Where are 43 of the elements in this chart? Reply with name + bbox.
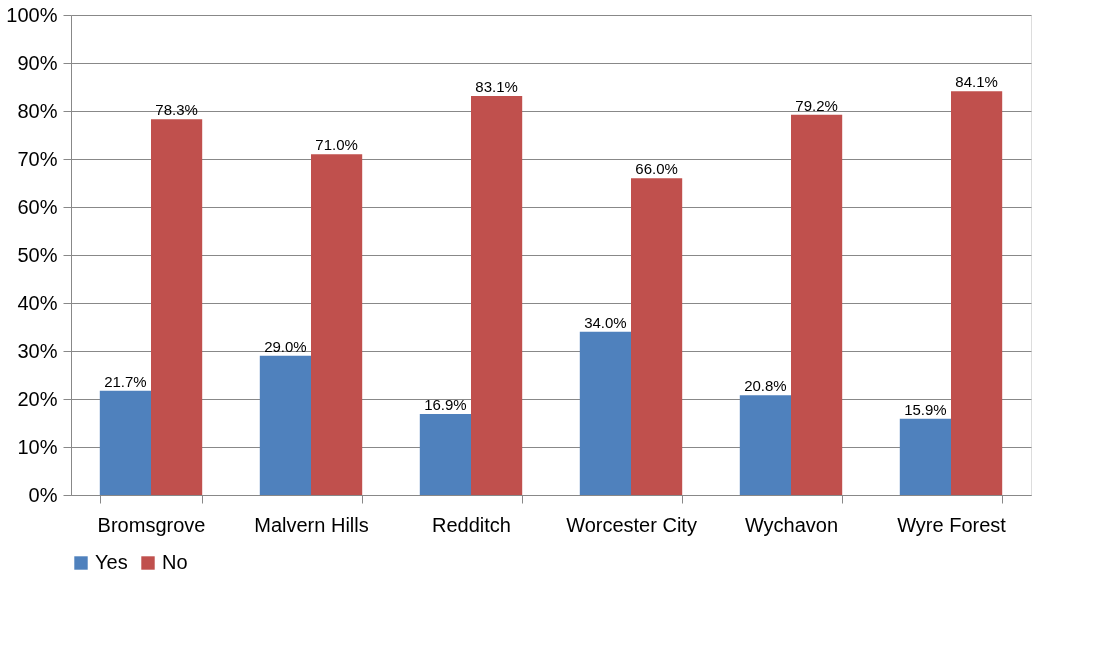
y-tick-label: 60% — [17, 195, 58, 218]
data-label: 29.0% — [264, 337, 307, 355]
bar — [99, 390, 151, 495]
x-tick-label: Redditch — [432, 513, 511, 536]
y-tick-label: 30% — [17, 339, 58, 362]
data-label: 71.0% — [315, 136, 358, 154]
bar — [631, 178, 683, 495]
data-label: 84.1% — [955, 73, 998, 91]
y-tick-label: 20% — [17, 387, 58, 410]
bar — [151, 119, 203, 495]
legend-label: No — [162, 551, 188, 573]
data-label: 15.9% — [904, 400, 947, 418]
x-tick-label: Wychavon — [744, 513, 839, 536]
bar — [579, 331, 631, 495]
data-label: 66.0% — [635, 160, 678, 178]
x-tick-label: Bromsgrove — [97, 513, 206, 536]
data-label: 79.2% — [795, 96, 838, 114]
data-label: 34.0% — [584, 313, 627, 331]
y-tick-label: 0% — [28, 483, 58, 506]
y-tick-label: 80% — [17, 99, 58, 122]
data-label: 16.9% — [424, 395, 467, 413]
bar — [471, 96, 523, 495]
data-label: 78.3% — [155, 101, 198, 119]
data-label: 21.7% — [104, 372, 147, 390]
y-tick-label: 10% — [17, 435, 58, 458]
legend-label: Yes — [95, 551, 128, 573]
y-tick-label: 100% — [6, 3, 58, 26]
x-tick-label: Wyre Forest — [897, 513, 1007, 536]
bar — [311, 154, 363, 495]
bar — [419, 413, 471, 495]
bar — [951, 91, 1003, 495]
x-tick-label: Worcester City — [566, 513, 697, 536]
data-label: 20.8% — [744, 377, 787, 395]
y-tick-label: 40% — [17, 291, 58, 314]
bar — [739, 395, 791, 495]
bar — [791, 114, 843, 495]
y-tick-label: 90% — [17, 51, 58, 74]
x-tick-label: Malvern Hills — [254, 513, 369, 536]
y-tick-label: 70% — [17, 147, 58, 170]
bar — [259, 355, 311, 495]
y-tick-label: 50% — [17, 243, 58, 266]
data-label: 83.1% — [475, 78, 518, 96]
bar — [899, 418, 951, 495]
